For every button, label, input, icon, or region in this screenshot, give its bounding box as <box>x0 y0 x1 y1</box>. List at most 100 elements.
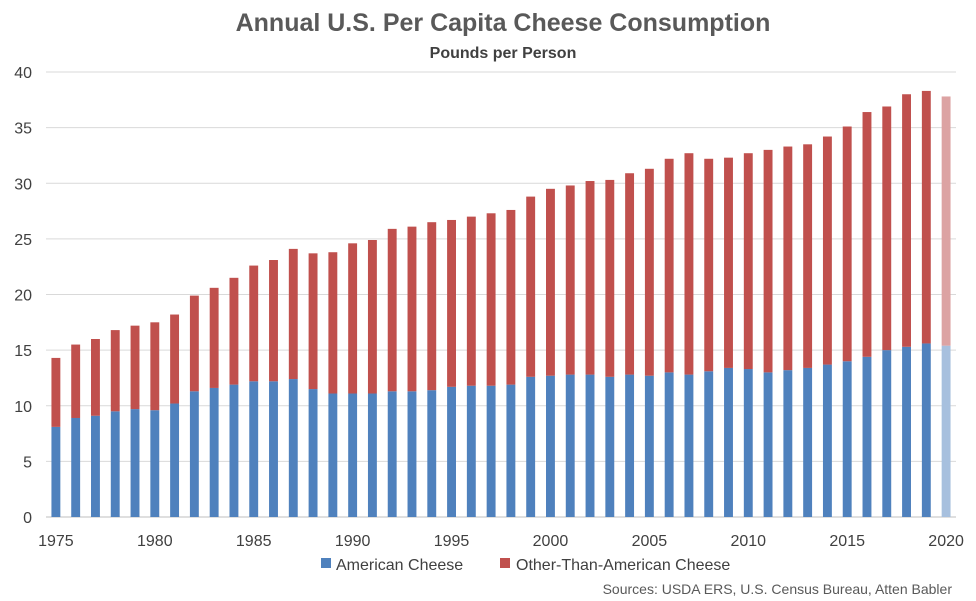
chart-title: Annual U.S. Per Capita Cheese Consumptio… <box>236 9 771 37</box>
bar-segment-american <box>565 374 575 517</box>
bar-segment-american <box>189 391 199 517</box>
bar-segment-other <box>229 277 239 385</box>
gridlines <box>46 71 956 518</box>
bar-segment-american <box>724 367 733 517</box>
y-tick-label: 20 <box>14 288 32 305</box>
bar-segment-american <box>585 374 595 517</box>
y-tick-label: 25 <box>14 232 32 249</box>
legend: American Cheese Other-Than-American Chee… <box>321 557 730 574</box>
bar-segment-other <box>308 253 318 390</box>
bar-segment-other <box>170 314 180 404</box>
bar-segment-american <box>644 375 654 517</box>
y-axis-ticks: 0 5 10 15 20 25 30 35 40 <box>14 65 32 527</box>
bar-segment-american <box>269 381 278 517</box>
bar-segment-american <box>625 374 635 517</box>
bar-segment-other <box>328 252 338 394</box>
bar-segment-other <box>546 188 555 376</box>
bar-segment-american <box>130 409 140 517</box>
bar-segment-american <box>209 387 219 517</box>
bar-segment-american <box>328 393 338 517</box>
legend-label-american: American Cheese <box>336 557 463 574</box>
bar-segment-american <box>150 410 160 517</box>
x-tick-label: 1985 <box>236 533 272 550</box>
x-tick-label: 2020 <box>928 533 964 550</box>
y-tick-label: 10 <box>14 399 32 416</box>
bar-segment-american <box>605 376 615 517</box>
bar-segment-other <box>130 325 140 410</box>
bar-segment-american <box>882 350 892 517</box>
bar-segment-other <box>783 146 793 371</box>
bar-segment-other <box>288 248 298 380</box>
bar-segment-american <box>743 369 753 517</box>
bar-segment-other <box>921 90 931 344</box>
bar-segment-other <box>882 106 892 351</box>
bar-segment-american <box>902 346 911 517</box>
bar-segment-other <box>466 216 476 386</box>
x-tick-label: 1990 <box>335 533 371 550</box>
y-tick-label: 30 <box>14 176 32 193</box>
bar-segment-other <box>605 179 615 377</box>
bar-segment-other <box>110 330 120 412</box>
y-tick-label: 35 <box>14 121 32 138</box>
bar-segment-american <box>427 390 437 517</box>
bar-segment-other <box>625 173 635 375</box>
bar-segment-other <box>565 185 575 375</box>
bar-segment-american <box>664 372 674 517</box>
bar-segment-other <box>724 157 733 368</box>
bar-segment-other <box>269 260 278 382</box>
bar-segment-american <box>822 364 832 517</box>
source-note: Sources: USDA ERS, U.S. Census Bureau, A… <box>603 581 953 597</box>
bar-segment-american <box>506 384 516 517</box>
x-axis-ticks: 1975 1980 1985 1990 1995 2000 2005 2010 2015 2020 <box>38 533 964 550</box>
y-tick-label: 15 <box>14 343 32 360</box>
bar-segment-american <box>51 426 61 517</box>
bar-segment-american <box>249 381 259 517</box>
bar-segment-other <box>407 226 417 392</box>
bar-segment-other <box>367 239 377 394</box>
bar-segment-other <box>763 149 773 373</box>
bar-segment-other <box>664 158 674 373</box>
bar-segment-other <box>209 287 219 388</box>
x-tick-label: 2015 <box>829 533 865 550</box>
legend-label-other: Other-Than-American Cheese <box>516 557 730 574</box>
bar-segment-other <box>249 265 259 382</box>
bar-segment-other <box>387 228 397 392</box>
bar-segment-american <box>684 374 694 517</box>
bar-segment-american <box>921 343 931 517</box>
bar-segment-american <box>941 345 951 517</box>
x-tick-label: 1975 <box>38 533 74 550</box>
bar-segment-other <box>447 219 456 387</box>
legend-swatch-american <box>321 558 331 568</box>
bar-segment-other <box>842 126 852 362</box>
bar-segment-other <box>506 209 516 385</box>
bar-segment-american <box>447 386 456 517</box>
bar-segment-other <box>644 168 654 376</box>
bar-segment-american <box>803 367 813 517</box>
x-tick-label: 1995 <box>434 533 470 550</box>
bar-segment-american <box>783 370 793 517</box>
bar-segment-american <box>466 385 476 517</box>
bar-segment-american <box>229 384 239 517</box>
x-tick-label: 2010 <box>730 533 766 550</box>
bar-segment-other <box>427 222 437 391</box>
bar-segment-american <box>546 375 555 517</box>
bar-segment-other <box>822 136 832 365</box>
bar-segment-other <box>71 344 81 418</box>
bar-segment-other <box>585 181 595 375</box>
x-tick-label: 2000 <box>533 533 569 550</box>
bar-segment-other <box>803 144 813 368</box>
bar-segment-other <box>941 96 951 346</box>
bar-segment-other <box>486 213 496 386</box>
bar-segment-other <box>684 153 694 375</box>
y-tick-label: 0 <box>23 510 32 527</box>
bar-segment-other <box>902 94 911 347</box>
bar-segment-american <box>288 379 298 517</box>
bars <box>51 90 951 517</box>
bar-segment-other <box>189 295 199 392</box>
bar-segment-american <box>367 393 377 517</box>
bar-segment-american <box>407 391 417 517</box>
bar-segment-american <box>486 385 496 517</box>
bar-segment-american <box>110 411 120 517</box>
bar-segment-american <box>348 393 358 517</box>
